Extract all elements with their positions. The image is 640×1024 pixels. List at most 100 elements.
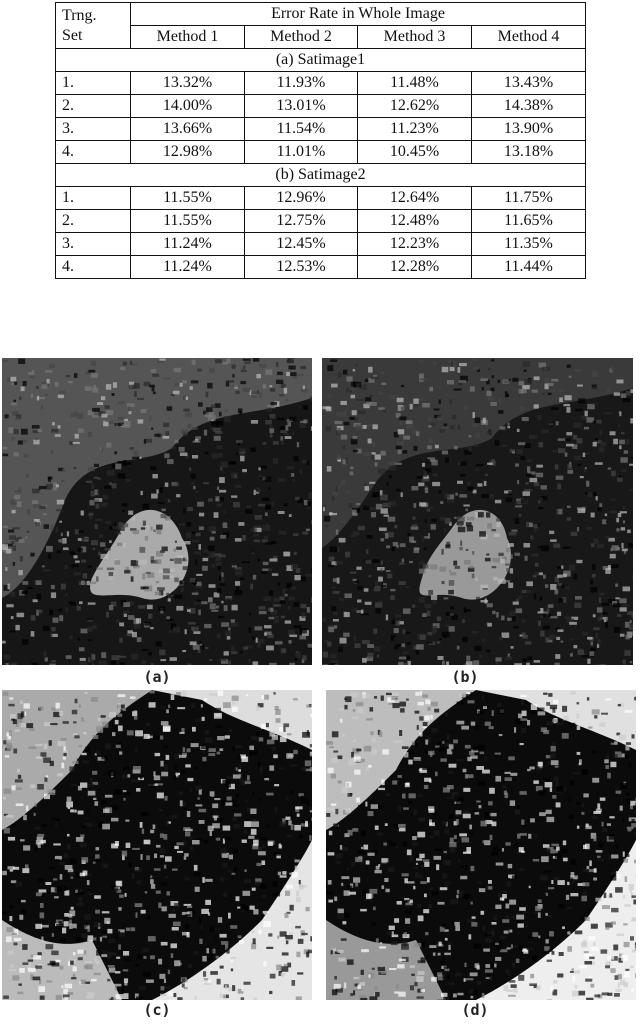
texture xyxy=(98,551,101,556)
texture xyxy=(576,825,580,829)
texture xyxy=(413,757,422,761)
texture xyxy=(519,868,525,872)
texture xyxy=(458,380,463,386)
texture xyxy=(232,985,236,992)
texture xyxy=(507,422,510,426)
texture xyxy=(412,429,419,435)
texture xyxy=(226,380,234,383)
texture xyxy=(291,980,296,986)
texture xyxy=(431,459,438,466)
texture xyxy=(239,940,244,944)
texture xyxy=(330,359,338,362)
texture xyxy=(242,561,250,564)
texture xyxy=(442,958,445,961)
texture xyxy=(258,606,266,610)
texture xyxy=(597,858,604,861)
texture xyxy=(52,422,55,426)
texture xyxy=(415,854,423,858)
texture xyxy=(7,950,14,955)
texture xyxy=(37,784,44,790)
texture xyxy=(138,605,146,609)
texture xyxy=(94,753,97,756)
texture xyxy=(544,782,553,788)
texture xyxy=(432,891,439,896)
texture xyxy=(375,608,381,614)
texture xyxy=(272,441,279,445)
texture xyxy=(162,575,170,580)
texture xyxy=(332,591,340,594)
texture xyxy=(416,475,423,479)
texture xyxy=(152,373,160,377)
texture xyxy=(621,955,629,961)
texture xyxy=(569,621,577,625)
texture xyxy=(51,950,59,956)
texture xyxy=(251,390,259,395)
texture xyxy=(401,558,404,563)
texture xyxy=(50,524,54,531)
texture xyxy=(127,601,134,606)
texture xyxy=(93,972,101,976)
texture xyxy=(550,985,554,992)
texture xyxy=(237,442,240,446)
texture xyxy=(53,711,61,718)
texture xyxy=(346,612,350,618)
texture xyxy=(159,833,164,838)
texture xyxy=(549,752,556,759)
texture xyxy=(589,860,592,867)
texture xyxy=(538,935,541,939)
texture xyxy=(30,393,33,398)
texture xyxy=(214,798,221,801)
texture xyxy=(132,516,136,521)
texture xyxy=(184,412,193,418)
texture xyxy=(166,592,169,596)
texture xyxy=(390,941,398,946)
texture xyxy=(492,557,500,563)
texture xyxy=(326,813,331,817)
texture xyxy=(75,937,83,942)
texture xyxy=(241,370,247,373)
texture xyxy=(204,840,209,844)
texture xyxy=(32,599,38,603)
texture xyxy=(43,651,47,657)
texture xyxy=(159,973,166,979)
texture xyxy=(485,820,493,825)
texture xyxy=(515,608,523,614)
texture xyxy=(457,797,464,801)
texture xyxy=(55,702,60,709)
texture xyxy=(331,989,338,996)
texture xyxy=(227,869,232,873)
texture xyxy=(557,973,564,978)
texture xyxy=(50,632,53,637)
texture xyxy=(30,784,36,789)
texture xyxy=(123,462,132,465)
texture xyxy=(327,880,332,885)
texture xyxy=(581,769,588,775)
texture xyxy=(473,444,479,447)
texture xyxy=(397,449,402,454)
texture xyxy=(339,707,344,711)
texture xyxy=(485,975,491,978)
texture xyxy=(134,391,137,397)
cell: 11.01% xyxy=(244,140,358,164)
texture xyxy=(618,734,626,740)
texture xyxy=(64,565,69,569)
texture xyxy=(359,982,365,986)
texture xyxy=(79,842,87,848)
texture xyxy=(419,502,427,507)
texture xyxy=(424,893,427,898)
texture xyxy=(343,890,350,896)
texture xyxy=(127,615,135,620)
texture xyxy=(390,588,396,592)
texture xyxy=(265,369,273,375)
texture xyxy=(182,978,186,983)
texture xyxy=(539,812,546,817)
texture xyxy=(487,367,491,371)
texture xyxy=(305,768,312,772)
texture xyxy=(91,540,98,546)
texture xyxy=(18,983,22,986)
texture xyxy=(9,591,16,597)
texture xyxy=(231,695,239,701)
texture xyxy=(124,570,130,574)
texture xyxy=(118,522,123,529)
texture xyxy=(470,995,474,999)
